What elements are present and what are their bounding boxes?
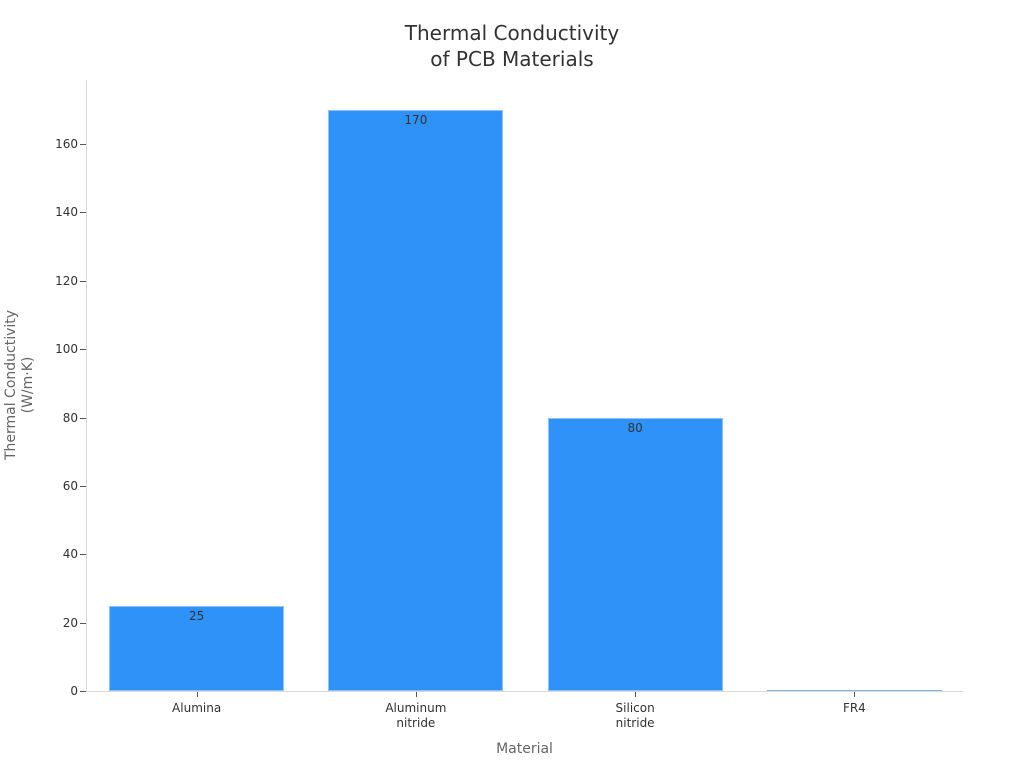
x-tick-mark (854, 692, 856, 697)
x-tick-mark (415, 692, 417, 697)
y-tick-mark (80, 691, 86, 692)
y-tick-mark (80, 485, 86, 487)
bar-fr4 (766, 689, 942, 692)
y-tick-label: 100 (55, 342, 78, 357)
y-axis-title-line-1: Thermal Conductivity (3, 309, 19, 461)
chart-title-line-1: Thermal Conductivity (404, 21, 620, 45)
chart-title-line-2: of PCB Materials (430, 47, 594, 71)
y-axis-line (86, 80, 87, 692)
x-tick-label: Alumina (172, 701, 222, 715)
y-tick-mark (80, 554, 86, 556)
y-tick-mark (80, 280, 86, 282)
bar-aluminum-nitride (328, 109, 504, 691)
y-tick-label: 80 (62, 410, 78, 425)
bar-alumina (109, 605, 285, 691)
x-tick-label: Aluminum nitride (385, 701, 447, 730)
y-tick-mark (80, 212, 86, 214)
y-tick-label: 140 (55, 205, 78, 220)
y-tick-label: 40 (62, 547, 78, 562)
data-label: 80 (627, 420, 643, 435)
y-tick-label: 60 (62, 478, 78, 493)
x-tick-mark (196, 692, 198, 697)
x-axis-line (86, 691, 963, 692)
y-tick-label: 0 (70, 684, 78, 698)
data-label: 25 (188, 608, 205, 623)
y-axis-title: Thermal Conductivity (W/m·K) (3, 310, 37, 460)
y-tick-mark (80, 349, 86, 351)
x-tick-label: Silicon nitride (615, 701, 655, 730)
y-tick-mark (80, 622, 86, 624)
y-tick-label: 20 (62, 615, 78, 630)
y-axis-title-line-2: (W/m·K) (20, 356, 36, 414)
y-tick-label: 120 (55, 273, 78, 288)
y-tick-mark (80, 417, 86, 419)
bar-silicon-nitride (547, 417, 723, 691)
x-tick-mark (635, 692, 637, 697)
x-axis-title: Material (496, 741, 553, 757)
y-tick-mark (80, 144, 86, 145)
x-tick-label: FR4 (842, 701, 866, 715)
chart-title: Thermal Conductivity of PCB Materials (0, 20, 1024, 72)
data-label: 170 (404, 112, 428, 127)
y-tick-label: 160 (55, 137, 78, 151)
